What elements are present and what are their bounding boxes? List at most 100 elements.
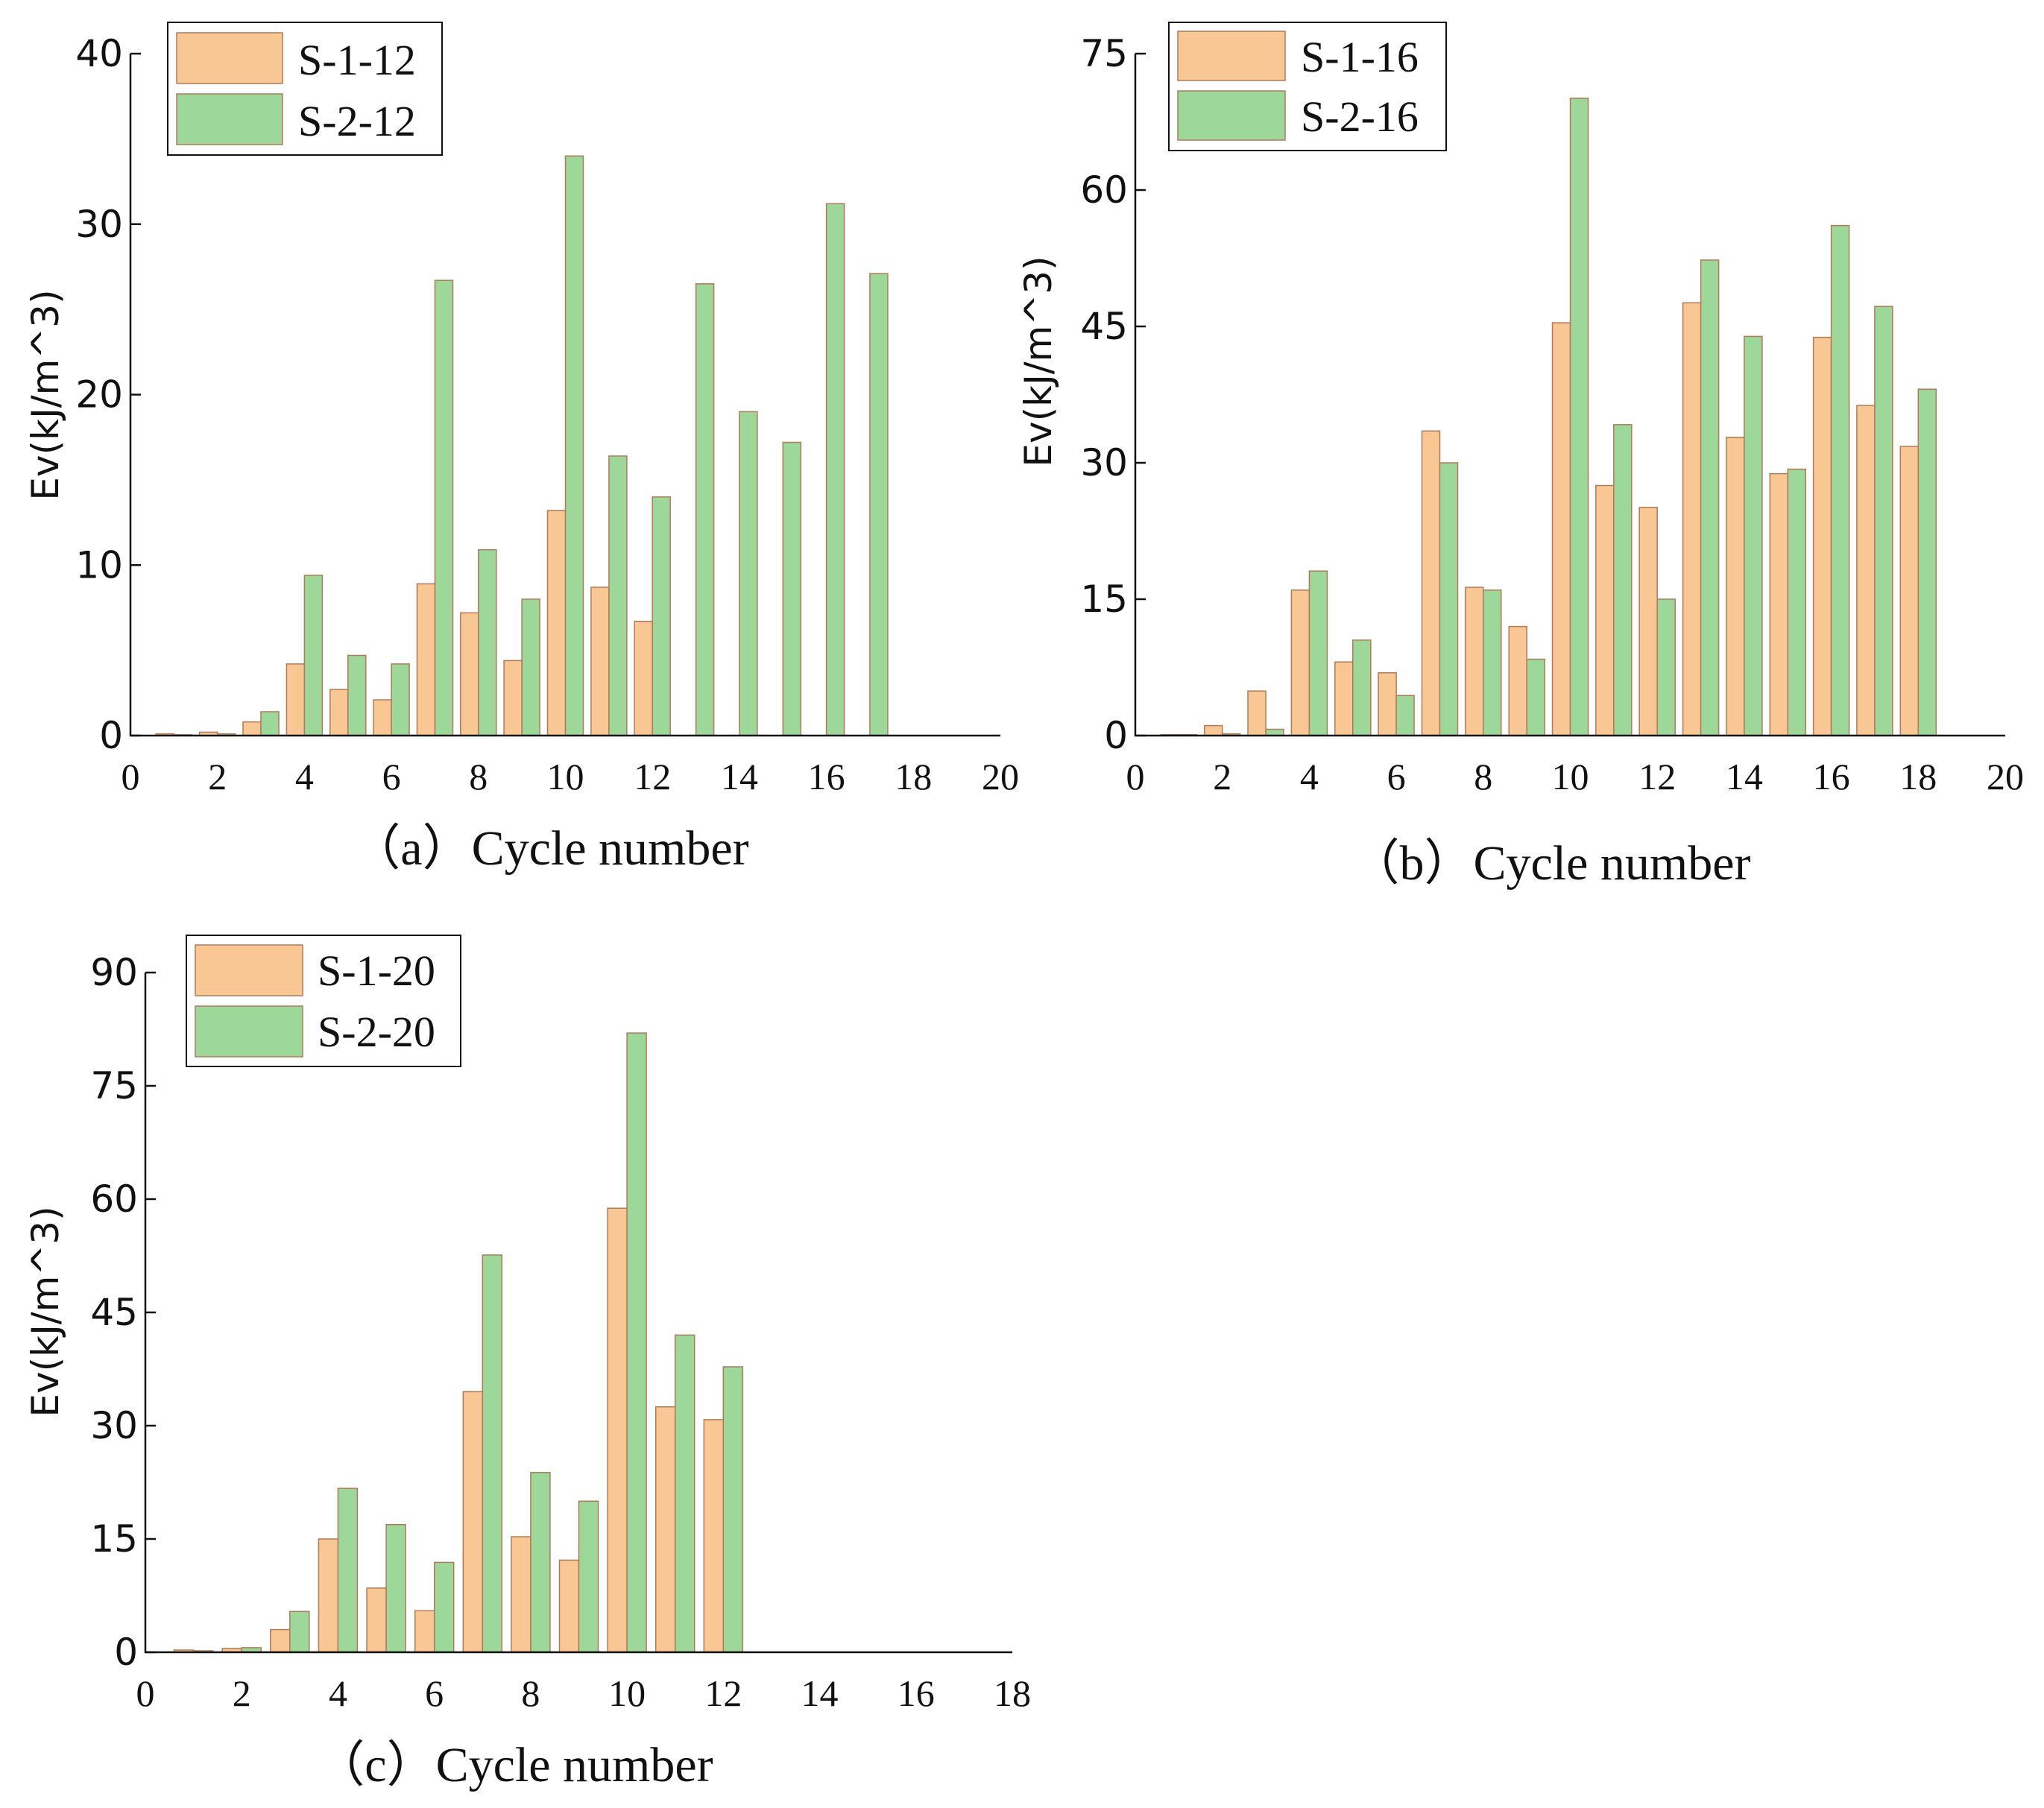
panel-c-ytick-label: 90 bbox=[90, 951, 138, 994]
panel-b-legend-label-2: S-2-16 bbox=[1301, 92, 1419, 141]
panel-a-ytick-label: 40 bbox=[75, 32, 123, 75]
panel-c-bar-S-1-20-cycle-9 bbox=[558, 1559, 580, 1653]
panel-b-bar-S-1-16-cycle-16 bbox=[1812, 336, 1832, 736]
panel-b-bar-S-2-16-cycle-18 bbox=[1917, 388, 1937, 736]
panel-c-xtick-label: 18 bbox=[994, 1672, 1031, 1714]
panel-b-ytick-label: 45 bbox=[1080, 305, 1128, 348]
panel-a-bar-S-2-12-cycle-9 bbox=[521, 598, 540, 736]
panel-a-xtick-label: 2 bbox=[208, 756, 227, 797]
panel-a-xtick-label: 20 bbox=[982, 756, 1019, 797]
panel-a-xticks: 0 2 4 6 8 10 12 14 16 18 20 bbox=[122, 756, 1020, 797]
panel-b-legend-label-1: S-1-16 bbox=[1301, 33, 1419, 81]
panel-b-bar-S-1-16-cycle-10 bbox=[1551, 322, 1571, 736]
panel-c-bar-S-1-20-cycle-7 bbox=[462, 1391, 484, 1653]
panel-b-bar-S-1-16-cycle-15 bbox=[1769, 472, 1789, 736]
panel-b-bar-S-1-16-cycle-11 bbox=[1595, 484, 1615, 736]
panel-c-xtick-label: 10 bbox=[608, 1672, 646, 1714]
panel-a-bar-S-2-12-cycle-17 bbox=[869, 273, 889, 736]
panel-c-xtick-label: 16 bbox=[898, 1672, 935, 1714]
panel-a-xtick-label: 4 bbox=[295, 756, 314, 797]
panel-a-ytick-label: 20 bbox=[75, 373, 123, 417]
panel-c-ytick-label: 30 bbox=[90, 1404, 138, 1447]
panel-c-ytick-label: 60 bbox=[90, 1178, 138, 1221]
panel-a-xtick-label: 10 bbox=[547, 756, 584, 797]
panel-a-bars bbox=[155, 155, 889, 736]
panel-a-bar-S-2-12-cycle-4 bbox=[303, 575, 324, 736]
panel-b-xtick-label: 0 bbox=[1126, 756, 1145, 797]
panel-c-bar-S-2-20-cycle-4 bbox=[337, 1488, 359, 1653]
panel-a-bar-S-1-12-cycle-12 bbox=[634, 620, 653, 736]
panel-c-ytick-label: 0 bbox=[114, 1631, 138, 1674]
panel-c-ytick-label: 75 bbox=[90, 1064, 138, 1107]
panel-b-ytick-label: 0 bbox=[1104, 714, 1128, 757]
panel-b-xtick-label: 2 bbox=[1213, 756, 1231, 797]
panel-b-bar-S-1-16-cycle-12 bbox=[1638, 507, 1658, 736]
panel-c-bar-S-2-20-cycle-7 bbox=[482, 1254, 503, 1653]
panel-c-xtick-label: 14 bbox=[801, 1672, 839, 1714]
panel-b-bar-S-1-16-cycle-8 bbox=[1465, 587, 1484, 736]
panel-b-bar-S-2-16-cycle-17 bbox=[1874, 306, 1893, 736]
panel-a-xtick-label: 12 bbox=[634, 756, 671, 797]
panel-a-bar-S-2-12-cycle-8 bbox=[478, 549, 497, 736]
panel-c-bar-S-2-20-cycle-9 bbox=[578, 1500, 599, 1653]
panel-c-bar-S-1-20-cycle-5 bbox=[366, 1587, 387, 1653]
panel-b-xtick-label: 14 bbox=[1726, 756, 1763, 797]
panel-c-bar-S-1-20-cycle-12 bbox=[703, 1419, 725, 1653]
panel-b-bar-S-1-16-cycle-3 bbox=[1247, 690, 1267, 736]
panel-b-legend: S-1-16 S-2-16 bbox=[1168, 22, 1447, 151]
panel-c-xtick-label: 4 bbox=[329, 1672, 347, 1714]
panel-c-bar-S-2-20-cycle-10 bbox=[626, 1032, 647, 1653]
panel-a-bar-S-2-12-cycle-15 bbox=[782, 441, 802, 736]
panel-b-xtick-label: 12 bbox=[1638, 756, 1676, 797]
panel-c-legend-swatch-1 bbox=[195, 944, 303, 996]
panel-b-bar-S-2-16-cycle-15 bbox=[1787, 468, 1807, 736]
panel-a-bar-S-2-12-cycle-7 bbox=[434, 279, 454, 736]
panel-c-bar-S-1-20-cycle-8 bbox=[511, 1536, 531, 1653]
panel-c-bar-S-2-20-cycle-8 bbox=[530, 1472, 551, 1653]
panel-a-bar-S-2-12-cycle-14 bbox=[739, 411, 758, 736]
panel-a-xtick-label: 14 bbox=[721, 756, 758, 797]
panel-c-bar-S-2-20-cycle-12 bbox=[722, 1366, 744, 1653]
panel-a-ytick-label: 10 bbox=[75, 543, 123, 587]
panel-a-bar-S-2-12-cycle-10 bbox=[564, 155, 584, 736]
panel-b-xtick-label: 8 bbox=[1474, 756, 1492, 797]
panel-b-xlabel: （b）Cycle number bbox=[1350, 836, 1750, 891]
panel-c-bar-S-2-20-cycle-5 bbox=[385, 1523, 406, 1653]
panel-a-bar-S-1-12-cycle-9 bbox=[503, 660, 523, 736]
panel-b-xtick-label: 16 bbox=[1813, 756, 1850, 797]
panel-b-bar-S-1-16-cycle-13 bbox=[1682, 302, 1702, 736]
panel-b-legend-swatch-1 bbox=[1177, 31, 1286, 81]
panel-b-legend-swatch-2 bbox=[1177, 90, 1286, 141]
panel-b-ylabel: Ev(kJ/m^3) bbox=[1017, 256, 1060, 467]
panel-b-bar-S-2-16-cycle-7 bbox=[1439, 462, 1459, 736]
panel-c-bar-S-2-20-cycle-11 bbox=[674, 1334, 695, 1653]
panel-a-legend-label-2: S-2-12 bbox=[298, 97, 416, 145]
panel-a-bar-S-2-12-cycle-6 bbox=[391, 663, 410, 736]
panel-a-bar-S-1-12-cycle-5 bbox=[329, 689, 349, 736]
panel-c-bars bbox=[173, 1032, 744, 1653]
panel-a-bar-S-2-12-cycle-5 bbox=[347, 654, 367, 736]
panel-b-xtick-label: 10 bbox=[1552, 756, 1589, 797]
panel-b-xtick-label: 6 bbox=[1387, 756, 1406, 797]
panel-b-bar-S-1-16-cycle-7 bbox=[1421, 430, 1441, 736]
panel-b-bar-S-1-16-cycle-14 bbox=[1726, 437, 1745, 736]
panel-b-bar-S-2-16-cycle-10 bbox=[1569, 98, 1589, 736]
panel-c: 0 15 30 45 60 75 90 0 2 4 6 8 10 12 14 16 18 Ev(kJ/m^3)… bbox=[24, 935, 1031, 1792]
panel-b-xtick-label: 18 bbox=[1899, 756, 1937, 797]
panel-b-bar-S-1-16-cycle-6 bbox=[1378, 672, 1397, 736]
panel-b-xticks: 0 2 4 6 8 10 12 14 16 18 20 bbox=[1126, 756, 2025, 797]
panel-b-bar-S-1-16-cycle-18 bbox=[1899, 446, 1920, 736]
panel-c-xtick-label: 12 bbox=[704, 1672, 742, 1714]
panel-c-ytick-label: 15 bbox=[90, 1517, 138, 1561]
panel-b-bar-S-2-16-cycle-12 bbox=[1656, 598, 1676, 736]
panel-b-yticks: 0 15 30 45 60 75 bbox=[1080, 32, 1146, 757]
panel-b-bars bbox=[1160, 98, 1937, 736]
panel-c-bar-S-1-20-cycle-11 bbox=[654, 1406, 676, 1653]
panel-a-xtick-label: 0 bbox=[122, 756, 140, 797]
panel-a-xtick-label: 16 bbox=[808, 756, 845, 797]
panel-c-legend-label-2: S-2-20 bbox=[318, 1008, 435, 1056]
panel-c-xtick-label: 2 bbox=[233, 1672, 251, 1714]
panel-b-bar-S-2-16-cycle-4 bbox=[1308, 570, 1328, 736]
panel-c-xtick-label: 6 bbox=[425, 1672, 444, 1714]
panel-b-bar-S-2-16-cycle-8 bbox=[1483, 590, 1502, 736]
